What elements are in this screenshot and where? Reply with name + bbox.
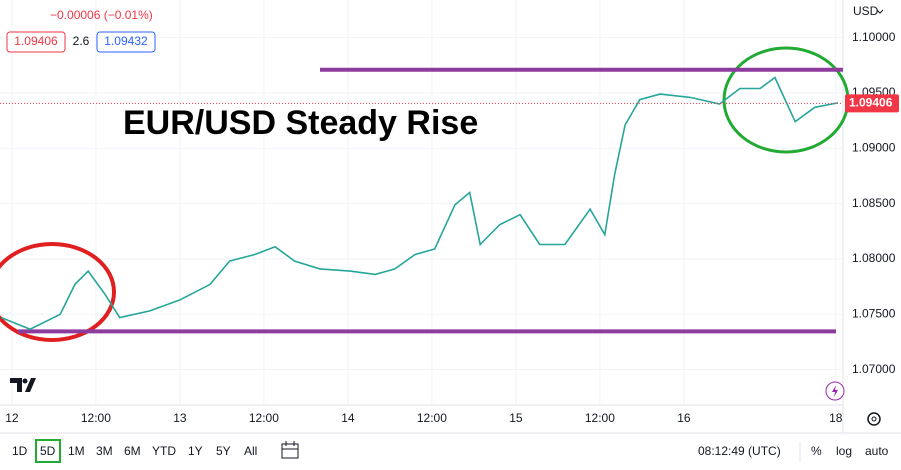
chart-title: EUR/USD Steady Rise: [123, 104, 478, 142]
x-tick-label: 13: [173, 411, 187, 425]
range-button[interactable]: All: [244, 444, 257, 458]
currency-selector[interactable]: USD: [853, 4, 879, 18]
x-tick-label: 12: [5, 411, 19, 425]
percent-toggle[interactable]: %: [811, 444, 822, 458]
bid-box[interactable]: [6, 31, 66, 53]
range-button[interactable]: 1Y: [188, 444, 203, 458]
x-tick-label: 12:00: [585, 411, 615, 425]
x-tick-label: 12:00: [417, 411, 447, 425]
x-tick-label: 16: [677, 411, 691, 425]
price-change: −0.00006 (−0.01%): [50, 8, 153, 22]
red-circle: [0, 242, 116, 342]
y-tick-label: 1.08500: [852, 196, 896, 210]
log-toggle[interactable]: log: [836, 444, 852, 458]
ask-price[interactable]: 1.09432: [104, 34, 148, 48]
x-tick-label: 12:00: [249, 411, 279, 425]
calendar-icon[interactable]: [281, 441, 299, 459]
y-tick-label: 1.10000: [852, 30, 896, 44]
y-tick-label: 1.07500: [852, 306, 896, 320]
last-price-box: [845, 94, 899, 113]
x-tick-label: 12:00: [81, 411, 111, 425]
lightning-icon[interactable]: [832, 385, 838, 397]
ask-box[interactable]: [96, 31, 156, 53]
range-button[interactable]: 1M: [68, 444, 85, 458]
spread: 2.6: [73, 34, 90, 48]
range-button[interactable]: YTD: [152, 444, 176, 458]
range-button[interactable]: 5Y: [216, 444, 231, 458]
range-button[interactable]: 6M: [124, 444, 141, 458]
last-price-label: 1.09406: [849, 96, 893, 110]
active-range-box[interactable]: [35, 439, 61, 463]
y-tick-label: 1.09000: [852, 140, 896, 154]
price-line: [1, 76, 839, 331]
range-button[interactable]: 3M: [96, 444, 113, 458]
clock: 08:12:49 (UTC): [698, 444, 781, 458]
y-tick-label: 1.07000: [852, 362, 896, 376]
range-button[interactable]: 1D: [12, 444, 28, 458]
x-tick-label: 15: [509, 411, 523, 425]
settings-icon[interactable]: [867, 412, 881, 426]
tv-logo: [10, 378, 36, 392]
currency-caret[interactable]: [876, 9, 884, 14]
y-tick-label: 1.08000: [852, 251, 896, 265]
bid-price[interactable]: 1.09406: [14, 34, 58, 48]
auto-toggle[interactable]: auto: [865, 444, 889, 458]
x-tick-label: 18: [829, 411, 843, 425]
x-tick-label: 14: [341, 411, 355, 425]
range-button[interactable]: 5D: [40, 444, 56, 458]
